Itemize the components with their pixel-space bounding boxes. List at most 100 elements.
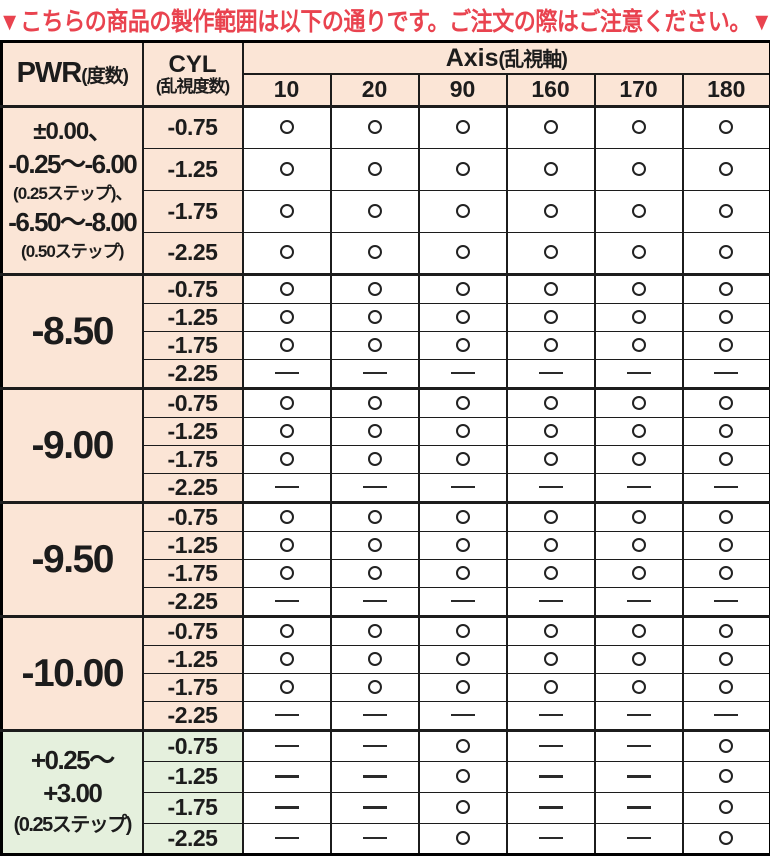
unavailable-dash-icon: [363, 714, 387, 717]
axis-availability-cell: [331, 792, 419, 823]
axis-availability-cell: [243, 823, 331, 854]
available-circle-icon: [456, 452, 470, 466]
available-circle-icon: [719, 245, 733, 259]
available-circle-icon: [456, 739, 470, 753]
axis-availability-cell: [331, 559, 419, 587]
axis-availability-cell: [331, 303, 419, 331]
axis-availability-cell: [419, 148, 507, 190]
unavailable-dash-icon: [714, 372, 738, 375]
unavailable-dash-icon: [714, 600, 738, 603]
axis-availability-cell: [331, 148, 419, 190]
available-circle-icon: [280, 310, 294, 324]
cyl-value: -1.75: [143, 190, 243, 232]
axis-availability-cell: [419, 502, 507, 531]
axis-availability-cell: [595, 701, 683, 730]
available-circle-icon: [368, 566, 382, 580]
available-circle-icon: [456, 538, 470, 552]
axis-availability-cell: [243, 587, 331, 616]
available-circle-icon: [719, 120, 733, 134]
unavailable-dash-icon: [363, 806, 387, 809]
axis-availability-cell: [331, 331, 419, 359]
cyl-value: -1.25: [143, 148, 243, 190]
available-circle-icon: [544, 310, 558, 324]
unavailable-dash-icon: [363, 600, 387, 603]
axis-availability-cell: [507, 559, 595, 587]
available-circle-icon: [544, 566, 558, 580]
available-circle-icon: [280, 452, 294, 466]
notice-banner-text: ▼こちらの商品の製作範囲は以下の通りです。ご注文の際はご注意ください。▼: [0, 2, 770, 38]
available-circle-icon: [280, 204, 294, 218]
axis-availability-cell: [243, 673, 331, 701]
axis-availability-cell: [507, 531, 595, 559]
available-circle-icon: [719, 652, 733, 666]
available-circle-icon: [280, 566, 294, 580]
available-circle-icon: [719, 800, 733, 814]
available-circle-icon: [368, 396, 382, 410]
unavailable-dash-icon: [627, 745, 651, 748]
unavailable-dash-icon: [363, 486, 387, 489]
axis-value-header-170: 170: [595, 74, 683, 106]
cyl-column-header: CYL (乱視度数): [143, 42, 243, 107]
available-circle-icon: [719, 831, 733, 845]
axis-availability-cell: [419, 388, 507, 417]
axis-availability-cell: [507, 730, 595, 761]
axis-availability-cell: [331, 673, 419, 701]
cyl-value: -1.25: [143, 303, 243, 331]
available-circle-icon: [368, 282, 382, 296]
axis-availability-cell: [419, 303, 507, 331]
pwr-header-label: PWR: [17, 57, 82, 89]
cyl-value: -0.75: [143, 274, 243, 303]
axis-availability-cell: [243, 417, 331, 445]
axis-availability-cell: [419, 701, 507, 730]
axis-availability-cell: [419, 673, 507, 701]
available-circle-icon: [719, 538, 733, 552]
unavailable-dash-icon: [275, 806, 299, 809]
axis-availability-cell: [507, 190, 595, 232]
available-circle-icon: [544, 680, 558, 694]
unavailable-dash-icon: [539, 600, 563, 603]
axis-availability-cell: [419, 823, 507, 854]
cyl-value: -1.75: [143, 559, 243, 587]
axis-availability-cell: [595, 616, 683, 645]
axis-availability-cell: [507, 359, 595, 388]
axis-availability-cell: [507, 616, 595, 645]
axis-availability-cell: [507, 388, 595, 417]
axis-availability-cell: [243, 303, 331, 331]
axis-availability-cell: [331, 730, 419, 761]
available-circle-icon: [544, 282, 558, 296]
pwr-label-line: (0.50ステップ): [3, 239, 142, 264]
available-circle-icon: [719, 624, 733, 638]
unavailable-dash-icon: [714, 486, 738, 489]
available-circle-icon: [280, 624, 294, 638]
pwr-label-line: +3.00: [3, 777, 142, 810]
cyl-value: -1.25: [143, 761, 243, 792]
axis-availability-cell: [243, 148, 331, 190]
unavailable-dash-icon: [539, 775, 563, 778]
available-circle-icon: [456, 162, 470, 176]
axis-availability-cell: [331, 417, 419, 445]
production-range-table: PWR(度数) CYL (乱視度数) Axis(乱視軸) 10 20 90 16…: [0, 40, 770, 856]
available-circle-icon: [456, 769, 470, 783]
available-circle-icon: [368, 624, 382, 638]
cyl-value: -1.75: [143, 792, 243, 823]
unavailable-dash-icon: [275, 486, 299, 489]
available-circle-icon: [544, 624, 558, 638]
unavailable-dash-icon: [275, 745, 299, 748]
available-circle-icon: [280, 245, 294, 259]
axis-availability-cell: [507, 417, 595, 445]
cyl-value: -1.75: [143, 673, 243, 701]
axis-value-header-160: 160: [507, 74, 595, 106]
axis-availability-cell: [507, 274, 595, 303]
axis-availability-cell: [331, 106, 419, 148]
available-circle-icon: [456, 652, 470, 666]
axis-availability-cell: [595, 417, 683, 445]
cyl-value: -1.25: [143, 417, 243, 445]
axis-availability-cell: [507, 473, 595, 502]
unavailable-dash-icon: [275, 600, 299, 603]
unavailable-dash-icon: [275, 372, 299, 375]
available-circle-icon: [544, 510, 558, 524]
axis-availability-cell: [419, 417, 507, 445]
axis-availability-cell: [595, 823, 683, 854]
available-circle-icon: [280, 338, 294, 352]
axis-availability-cell: [419, 616, 507, 645]
